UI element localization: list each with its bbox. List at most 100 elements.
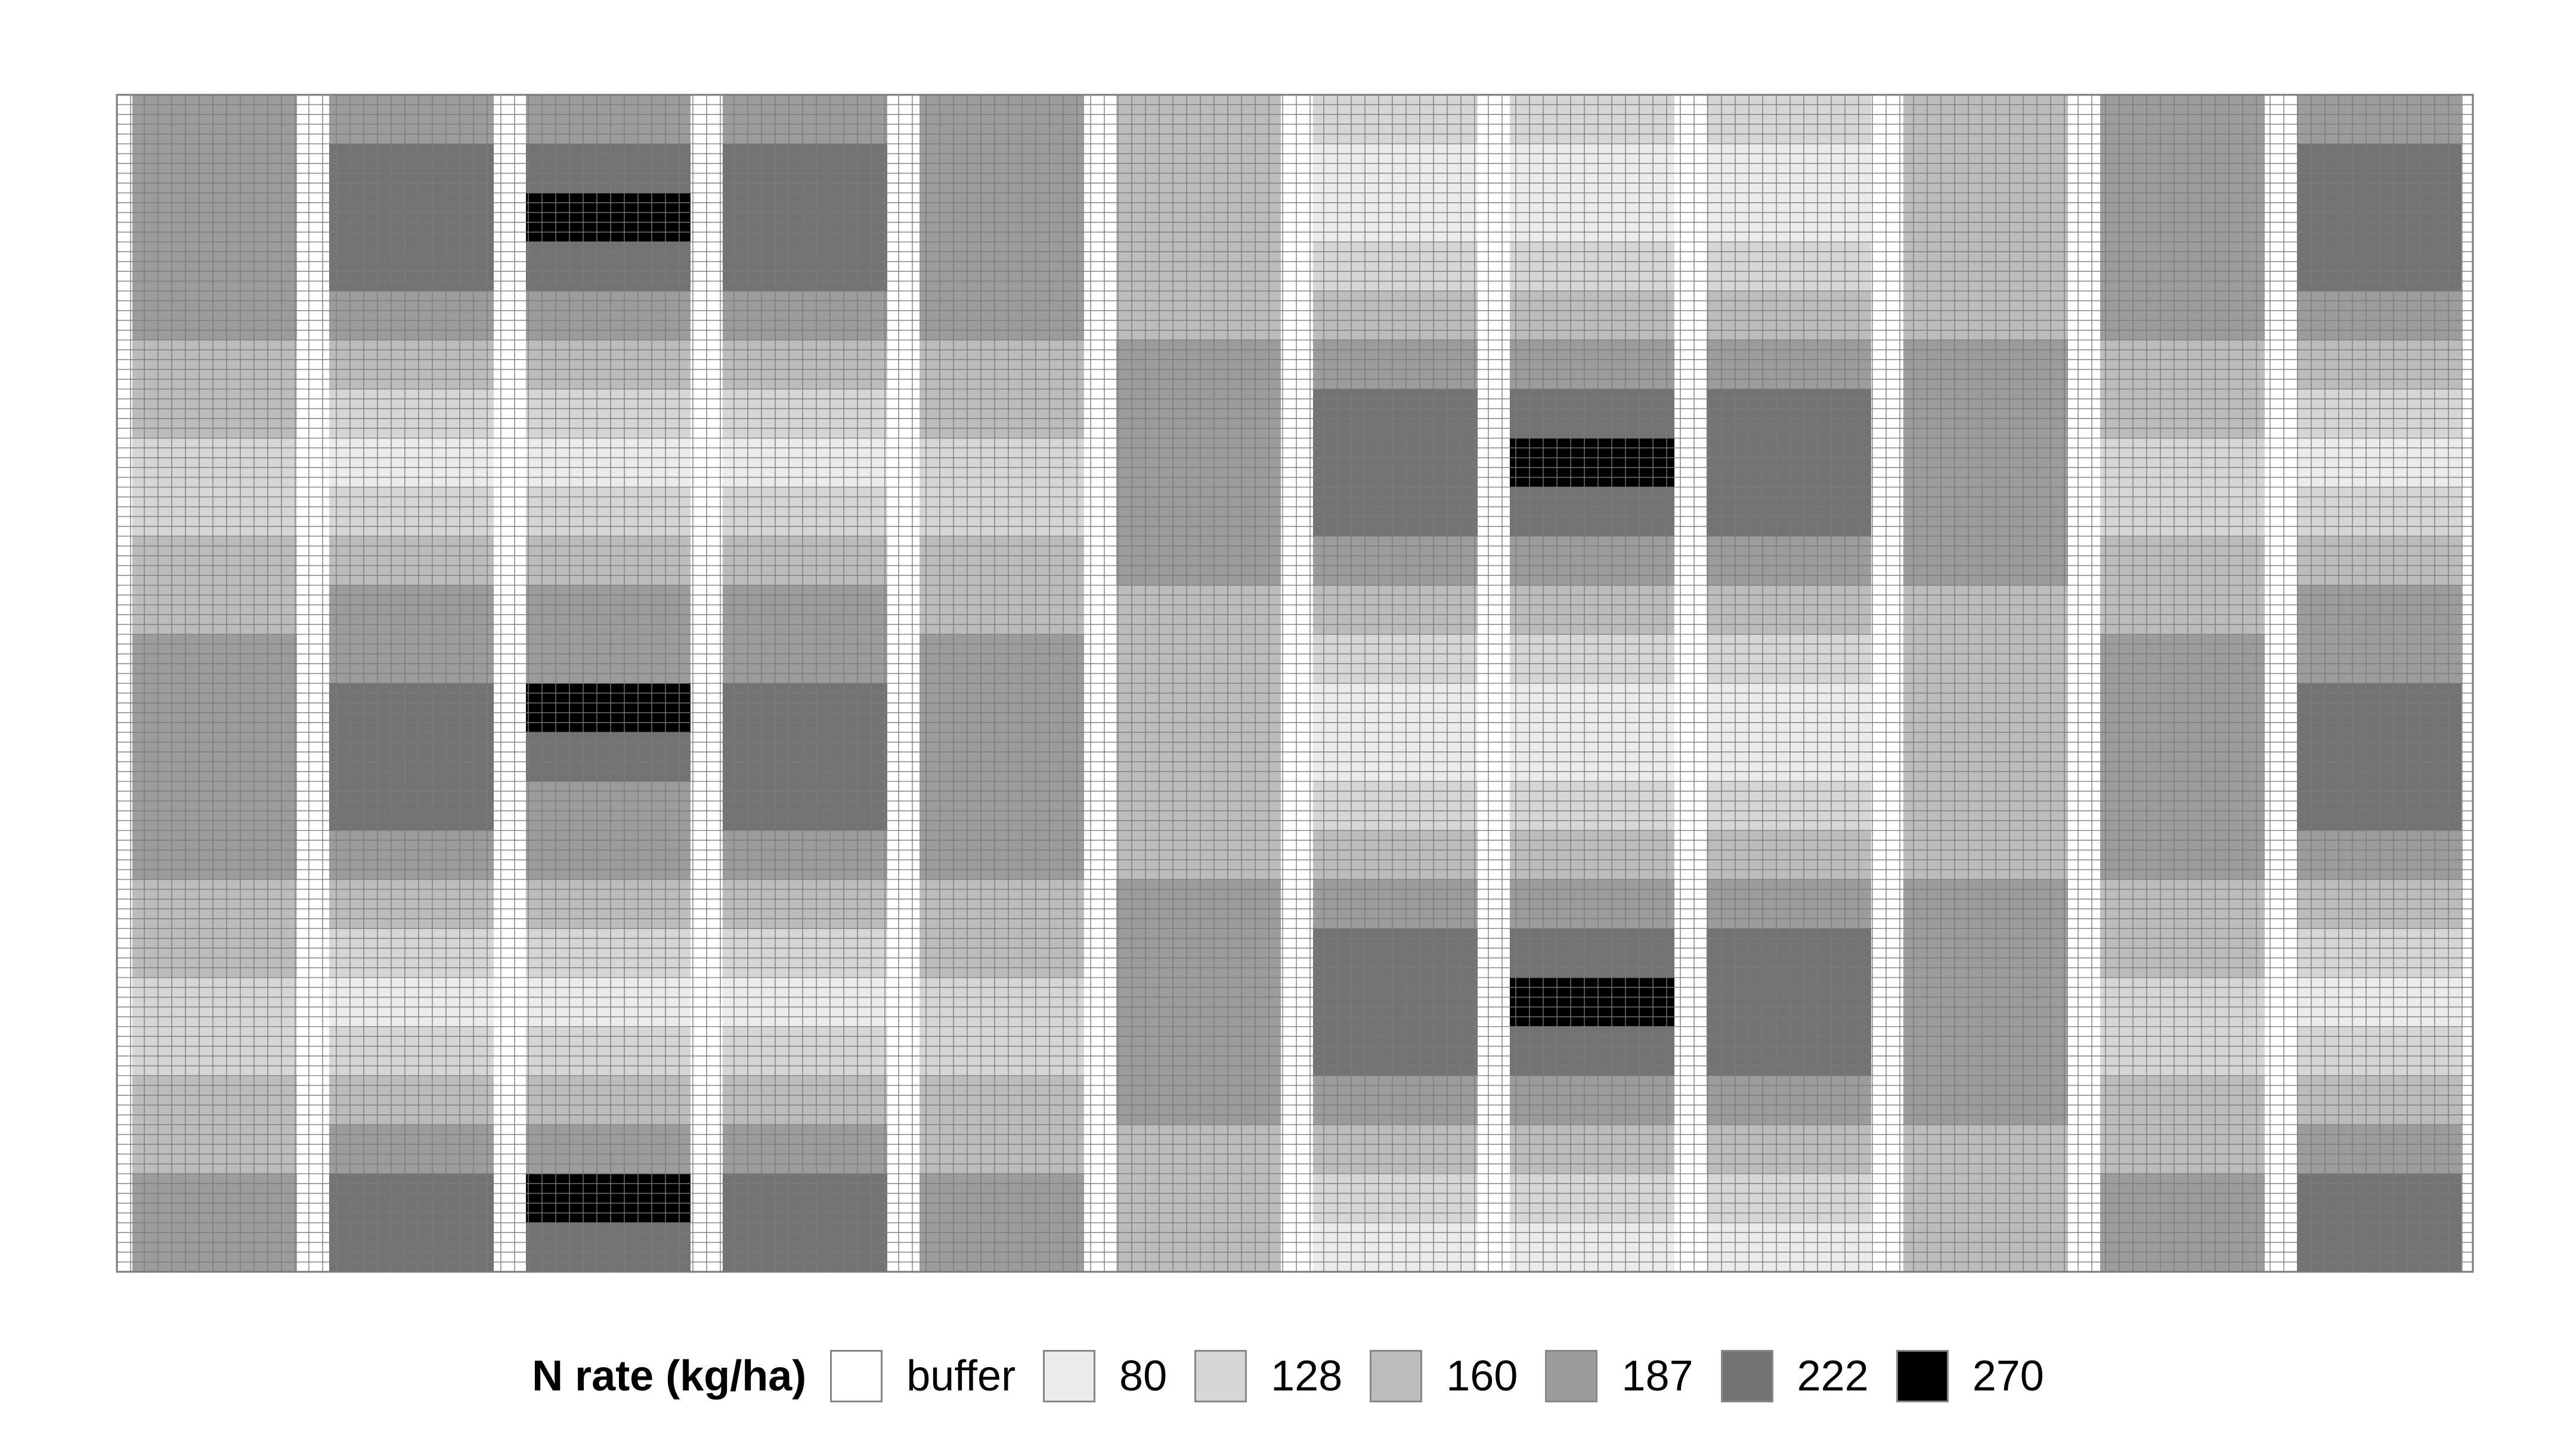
plot-cell-rate-160: [2297, 536, 2462, 586]
plot-cell-rate-270: [526, 683, 691, 733]
plot-cell-rate-187: [132, 1173, 297, 1224]
plot-cell-rate-128: [1313, 634, 1478, 684]
plot-cell-rate-187: [2100, 95, 2265, 144]
plot-cell-rate-160: [1116, 1125, 1281, 1175]
plot-cell-rate-222: [526, 1222, 691, 1272]
plot-cell-rate-128: [1313, 1173, 1478, 1224]
plot-cell-rate-80: [1313, 1222, 1478, 1272]
plot-cell-rate-160: [329, 536, 494, 586]
plot-cell-rate-160: [329, 340, 494, 390]
plot-cell-rate-128: [723, 1026, 887, 1076]
plot-cell-rate-187: [526, 585, 691, 635]
plot-cell-rate-187: [329, 830, 494, 880]
plot-cell-rate-160: [132, 928, 297, 978]
plot-cell-rate-222: [723, 241, 887, 292]
plot-cell-rate-187: [132, 1222, 297, 1272]
plot-cell-rate-187: [132, 291, 297, 340]
plot-cell-rate-187: [723, 291, 887, 340]
plot-cell-rate-187: [132, 683, 297, 733]
plot-cell-rate-187: [723, 95, 887, 144]
plot-cell-rate-160: [1510, 1125, 1674, 1175]
plot-cell-rate-187: [132, 732, 297, 782]
legend-key: [1370, 1350, 1423, 1402]
plot-cell-rate-160: [2100, 585, 2265, 635]
plot-cell-rate-80: [1510, 1222, 1674, 1272]
plot-cell-rate-160: [1313, 830, 1478, 880]
plot-cell-rate-160: [1903, 193, 2068, 243]
plot-cell-rate-128: [132, 1026, 297, 1076]
plot-cell-rate-222: [2297, 193, 2462, 243]
plot-cell-rate-187: [2100, 830, 2265, 880]
plot-cell-rate-160: [919, 1076, 1084, 1125]
plot-cell-rate-128: [329, 487, 494, 537]
plot-cell-rate-187: [919, 830, 1084, 880]
plot-cell-rate-222: [329, 1173, 494, 1224]
plot-cell-rate-222: [526, 732, 691, 782]
plot-cell-rate-222: [2297, 1222, 2462, 1272]
plot-cell-rate-80: [329, 438, 494, 488]
plot-cell-rate-187: [1903, 977, 2068, 1027]
plot-cell-rate-160: [526, 340, 691, 390]
plot-cell-rate-222: [1510, 928, 1674, 978]
plot-cell-rate-187: [1903, 879, 2068, 929]
plot-cell-rate-160: [132, 1125, 297, 1175]
plot-cell-rate-128: [723, 928, 887, 978]
plot-cell-rate-160: [1313, 585, 1478, 635]
plot-cell-rate-187: [2100, 1173, 2265, 1224]
plot-cell-rate-187: [526, 291, 691, 340]
plot-cell-rate-187: [1510, 1076, 1674, 1125]
plot-cell-rate-187: [526, 830, 691, 880]
plot-cell-rate-187: [329, 585, 494, 635]
plot-cell-rate-160: [132, 585, 297, 635]
plot-cell-rate-222: [1707, 1026, 1871, 1076]
plot-cell-rate-80: [2297, 438, 2462, 488]
plot-cell-rate-187: [1903, 438, 2068, 488]
plot-cell-rate-187: [1707, 536, 1871, 586]
plot-cell-rate-222: [1313, 977, 1478, 1027]
plot-cell-rate-187: [1707, 1076, 1871, 1125]
plot-cell-rate-187: [1116, 928, 1281, 978]
plot-cell-rate-160: [1116, 291, 1281, 340]
plot-cell-rate-128: [919, 487, 1084, 537]
plot-cell-rate-128: [526, 389, 691, 439]
plot-cell-rate-160: [919, 340, 1084, 390]
plot-cell-rate-160: [1707, 830, 1871, 880]
plot-cell-rate-80: [1510, 144, 1674, 194]
plot-cell-rate-222: [329, 144, 494, 194]
plot-cell-rate-160: [919, 536, 1084, 586]
plot-cell-rate-187: [1903, 389, 2068, 439]
plot-cell-rate-80: [526, 977, 691, 1027]
plot-cell-rate-160: [1903, 1173, 2068, 1224]
plot-cell-rate-222: [2297, 1173, 2462, 1224]
plot-cell-rate-160: [132, 536, 297, 586]
plot-cell-rate-187: [526, 781, 691, 831]
plot-cell-rate-80: [1707, 1222, 1871, 1272]
plot-cell-rate-160: [1116, 144, 1281, 194]
plot-cell-rate-80: [1313, 144, 1478, 194]
plot-cell-rate-187: [526, 634, 691, 684]
plot-cell-rate-128: [2297, 928, 2462, 978]
plot-frame: [116, 94, 2474, 1273]
plot-cell-rate-187: [1707, 879, 1871, 929]
plot-cell-rate-187: [132, 781, 297, 831]
plot-cell-rate-128: [1313, 95, 1478, 144]
plot-cell-rate-187: [329, 1125, 494, 1175]
grid-lines: [116, 94, 2473, 1272]
plot-cell-rate-187: [329, 634, 494, 684]
strip-2: [329, 95, 494, 1272]
plot-cell-rate-187: [2100, 1222, 2265, 1272]
plot-cell-rate-187: [2100, 291, 2265, 340]
legend-label: 160: [1446, 1352, 1518, 1400]
plot-cell-rate-160: [2100, 928, 2265, 978]
plot-cell-rate-222: [723, 781, 887, 831]
plot-cell-rate-160: [526, 879, 691, 929]
plot-cell-rate-160: [723, 536, 887, 586]
strip-11: [2100, 95, 2265, 1272]
plot-cell-rate-80: [1510, 683, 1674, 733]
plot-cell-rate-160: [1313, 1125, 1478, 1175]
plot-cell-rate-160: [2297, 879, 2462, 929]
plot-cell-rate-270: [526, 193, 691, 243]
legend-item-187: 187: [1545, 1350, 1693, 1402]
strip-7: [1313, 95, 1478, 1272]
